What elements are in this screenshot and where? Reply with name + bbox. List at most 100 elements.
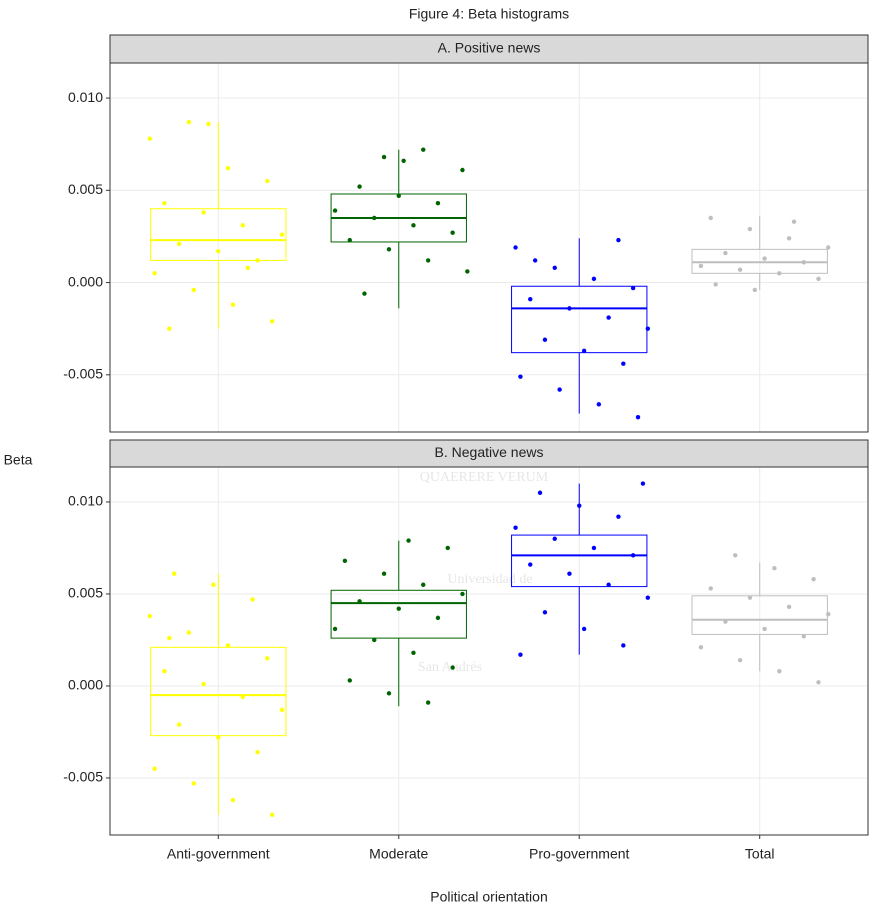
point [192, 781, 196, 785]
point [231, 302, 235, 306]
y-tick-label: 0.000 [68, 677, 103, 693]
point [226, 166, 230, 170]
point [387, 691, 391, 695]
point [348, 678, 352, 682]
point [270, 319, 274, 323]
point [270, 813, 274, 817]
point [621, 643, 625, 647]
point [538, 491, 542, 495]
point [592, 546, 596, 550]
chart-title: Figure 4: Beta histograms [409, 6, 569, 22]
point [436, 616, 440, 620]
panel-background [110, 467, 868, 835]
x-tick-label: Anti-government [167, 846, 270, 862]
point [231, 798, 235, 802]
point [401, 159, 405, 163]
point [606, 315, 610, 319]
point [631, 553, 635, 557]
point [333, 208, 337, 212]
point [421, 148, 425, 152]
point [616, 238, 620, 242]
point [426, 258, 430, 262]
point [621, 362, 625, 366]
point [216, 249, 220, 253]
point [582, 349, 586, 353]
point [748, 595, 752, 599]
point [787, 236, 791, 240]
point [738, 658, 742, 662]
point [709, 586, 713, 590]
point [406, 538, 410, 542]
point [723, 251, 727, 255]
point [699, 264, 703, 268]
point [557, 387, 561, 391]
point [738, 267, 742, 271]
point [192, 288, 196, 292]
point [372, 216, 376, 220]
point [713, 282, 717, 286]
point [699, 645, 703, 649]
x-tick-label: Moderate [369, 846, 428, 862]
point [241, 695, 245, 699]
point [518, 374, 522, 378]
y-tick-label: 0.010 [68, 493, 103, 509]
point [762, 627, 766, 631]
point [446, 546, 450, 550]
point [162, 201, 166, 205]
point [582, 627, 586, 631]
point [826, 612, 830, 616]
point [167, 326, 171, 330]
point [826, 245, 830, 249]
point [411, 223, 415, 227]
point [436, 201, 440, 205]
point [553, 266, 557, 270]
point [543, 338, 547, 342]
point [460, 592, 464, 596]
point [241, 223, 245, 227]
point [606, 583, 610, 587]
point [528, 562, 532, 566]
point [372, 638, 376, 642]
point [723, 619, 727, 623]
point [265, 656, 269, 660]
point [216, 735, 220, 739]
x-axis-title: Political orientation [430, 889, 548, 905]
watermark: Universidad de [447, 572, 532, 587]
strip-label: A. Positive news [438, 40, 541, 56]
point [201, 210, 205, 214]
point [513, 526, 517, 530]
point [450, 231, 454, 235]
y-tick-label: 0.010 [68, 89, 103, 105]
point [748, 227, 752, 231]
point [567, 572, 571, 576]
point [636, 415, 640, 419]
y-tick-label: 0.005 [68, 585, 103, 601]
point [201, 682, 205, 686]
point [357, 599, 361, 603]
point [148, 614, 152, 618]
point [177, 242, 181, 246]
point [762, 256, 766, 260]
point [397, 606, 401, 610]
point [772, 566, 776, 570]
point [577, 503, 581, 507]
point [641, 481, 645, 485]
point [211, 583, 215, 587]
point [518, 652, 522, 656]
point [426, 700, 430, 704]
point [255, 258, 259, 262]
point [777, 669, 781, 673]
point [802, 634, 806, 638]
point [816, 680, 820, 684]
point [382, 155, 386, 159]
point [533, 258, 537, 262]
point [597, 402, 601, 406]
watermark: QUAERERE VERUM [420, 470, 549, 485]
point [592, 277, 596, 281]
point [733, 553, 737, 557]
x-tick-label: Pro-government [529, 846, 629, 862]
point [528, 297, 532, 301]
point [387, 247, 391, 251]
point [255, 750, 259, 754]
point [465, 269, 469, 273]
